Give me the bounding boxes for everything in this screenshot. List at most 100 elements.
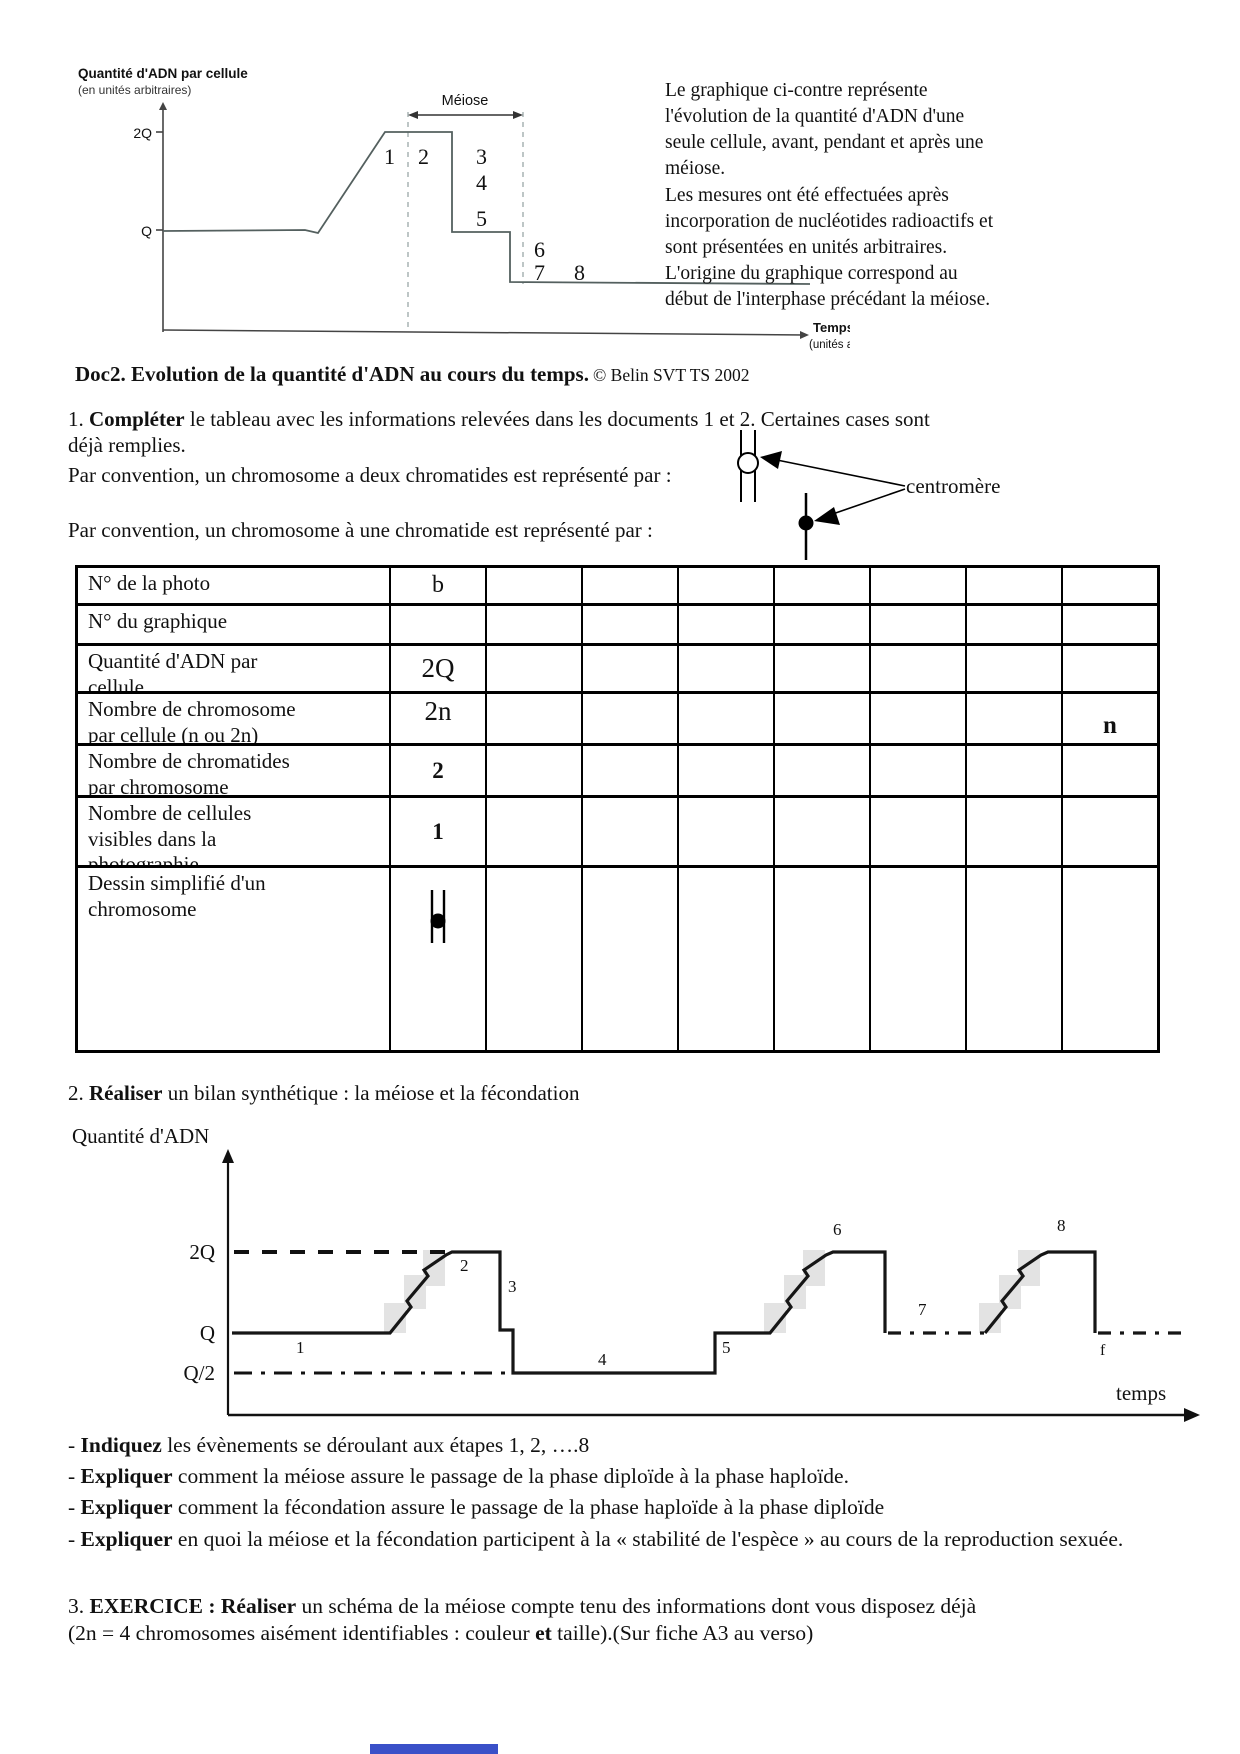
cell-chromosome-2n: 2n bbox=[391, 694, 487, 743]
intro-line: début de l'interphase précédant la méios… bbox=[665, 289, 991, 310]
empty-cell bbox=[679, 694, 775, 743]
bilan-dna-graph: Quantité d'ADN 2Q Q Q/2 temps 1 2 3 4 5 … bbox=[72, 1124, 1200, 1422]
row-label-line: photographie bbox=[88, 852, 199, 865]
row-label: Nombre de chromatides par chromosome bbox=[78, 746, 391, 795]
empty-cell bbox=[1063, 746, 1157, 795]
doc2-caption-credit: © Belin SVT TS 2002 bbox=[592, 365, 750, 385]
doc1-tick-q-label: Q bbox=[141, 223, 152, 239]
bilan-tick-q-label: Q bbox=[200, 1321, 215, 1345]
row-label-line: Nombre de chromatides bbox=[88, 749, 290, 773]
arrow-up-icon bbox=[222, 1149, 234, 1163]
table-row: Quantité d'ADN par cellule 2Q bbox=[78, 646, 1157, 694]
stair-shading bbox=[384, 1250, 1040, 1333]
empty-cell bbox=[391, 606, 487, 643]
q3-number: 3. bbox=[68, 1594, 90, 1618]
bullet-dash: - bbox=[68, 1464, 81, 1489]
bilan-stage-8: 8 bbox=[1057, 1216, 1066, 1235]
empty-cell bbox=[679, 746, 775, 795]
q1-number: 1. bbox=[68, 407, 89, 431]
empty-cell bbox=[775, 798, 871, 865]
row-label-line: N° du graphique bbox=[88, 609, 228, 633]
bilan-stage-6: 6 bbox=[833, 1220, 842, 1239]
intro-line: méiose. bbox=[665, 158, 726, 180]
empty-cell bbox=[583, 568, 679, 603]
task-item: - Expliquer comment la fécondation assur… bbox=[68, 1494, 1183, 1520]
bilan-stage-7: 7 bbox=[918, 1300, 927, 1319]
intro-line: seule cellule, avant, pendant et après u… bbox=[665, 132, 984, 154]
doc1-y-axis-title: Quantité d'ADN par cellule bbox=[78, 66, 248, 81]
empty-cell bbox=[487, 568, 583, 603]
empty-cell bbox=[871, 606, 967, 643]
task-text: comment la fécondation assure le passage… bbox=[172, 1495, 885, 1520]
empty-cell bbox=[679, 568, 775, 603]
empty-cell bbox=[679, 606, 775, 643]
row-label-line: par cellule (n ou 2n) bbox=[88, 722, 259, 743]
table-row: Nombre de chromatides par chromosome 2 bbox=[78, 746, 1157, 798]
centromere-circle bbox=[737, 452, 759, 474]
empty-cell bbox=[871, 798, 967, 865]
bilan-y-axis-title: Quantité d'ADN bbox=[72, 1124, 209, 1148]
row-label-line: chromosome bbox=[88, 896, 197, 921]
empty-cell bbox=[967, 606, 1063, 643]
centromere-arrow-line bbox=[823, 488, 906, 518]
empty-cell bbox=[1063, 646, 1157, 691]
arrow-right-icon bbox=[800, 331, 809, 339]
empty-cell bbox=[1063, 868, 1157, 1050]
empty-cell bbox=[583, 646, 679, 691]
cell-photo-b: b bbox=[391, 568, 487, 603]
empty-cell bbox=[583, 798, 679, 865]
task-text: les évènements se déroulant aux étapes 1… bbox=[161, 1433, 590, 1457]
empty-cell bbox=[775, 646, 871, 691]
task-verb: Expliquer bbox=[80, 1495, 173, 1520]
row-label-line: par chromosome bbox=[88, 774, 229, 795]
empty-cell bbox=[775, 746, 871, 795]
doc1-intro-paragraph: Le graphique ci-contre représente l'évol… bbox=[665, 78, 1045, 313]
arrow-right-icon bbox=[513, 111, 523, 119]
arrow-left-icon bbox=[408, 111, 418, 119]
chromosome-table: N° de la photo b N° du graphique Quant bbox=[75, 565, 1160, 1053]
empty-cell bbox=[967, 568, 1063, 603]
question-3: 3. EXERCICE : Réaliser un schéma de la m… bbox=[68, 1593, 1193, 1647]
intro-line: incorporation de nucléotides radioactifs… bbox=[665, 210, 994, 232]
doc1-x-axis bbox=[162, 329, 806, 336]
empty-cell bbox=[1063, 606, 1157, 643]
q2-text: un bilan synthétique : la méiose et la f… bbox=[162, 1081, 580, 1105]
row-label-line: cellule bbox=[88, 674, 144, 691]
intro-line: Le graphique ci-contre représente bbox=[665, 80, 928, 101]
q2-verb: Réaliser bbox=[89, 1081, 163, 1105]
convention-one-chromatide: Par convention, un chromosome à une chro… bbox=[68, 518, 653, 542]
doc1-y-axis-subtitle: (en unités arbitraires) bbox=[78, 83, 192, 97]
centromere-arrow-line bbox=[771, 458, 906, 487]
row-label: Quantité d'ADN par cellule bbox=[78, 646, 391, 691]
arrow-up-icon bbox=[159, 102, 167, 110]
stage-7: 7 bbox=[534, 260, 545, 285]
bullet-dash: - bbox=[68, 1433, 81, 1457]
q3-et-bold: et bbox=[535, 1621, 552, 1646]
bilan-stage-1: 1 bbox=[296, 1338, 305, 1357]
task-text: comment la méiose assure le passage de l… bbox=[172, 1464, 849, 1489]
stage-4: 4 bbox=[476, 170, 487, 195]
stage-8: 8 bbox=[574, 260, 585, 285]
intro-line: sont présentées en unités arbitraires. bbox=[665, 236, 948, 258]
empty-cell bbox=[967, 868, 1063, 1050]
doc1-x-axis-label: Temps bbox=[813, 320, 850, 335]
empty-cell bbox=[487, 798, 583, 865]
empty-cell bbox=[487, 868, 583, 1050]
bilan-label-f: f bbox=[1100, 1342, 1106, 1359]
intro-line: L'origine du graphique correspond au bbox=[665, 262, 958, 284]
task-verb: Expliquer bbox=[80, 1464, 173, 1489]
cell-chromosome-n: n bbox=[1103, 712, 1117, 739]
scan-artifact-strip bbox=[370, 1744, 498, 1754]
row-label-line: Nombre de cellules bbox=[88, 801, 252, 825]
empty-cell bbox=[871, 646, 967, 691]
bilan-tick-q2-label: Q/2 bbox=[184, 1361, 216, 1385]
table-row: Dessin simplifié d'un chromosome bbox=[78, 868, 1157, 1050]
q1-text: le tableau avec les informations relevée… bbox=[184, 407, 930, 431]
empty-cell bbox=[871, 746, 967, 795]
empty-cell bbox=[679, 798, 775, 865]
empty-cell bbox=[967, 694, 1063, 743]
stage-1: 1 bbox=[384, 144, 395, 169]
centromere-diagram: centromère bbox=[737, 430, 1000, 560]
task-item: - Indiquez les évènements se déroulant a… bbox=[68, 1432, 1183, 1458]
